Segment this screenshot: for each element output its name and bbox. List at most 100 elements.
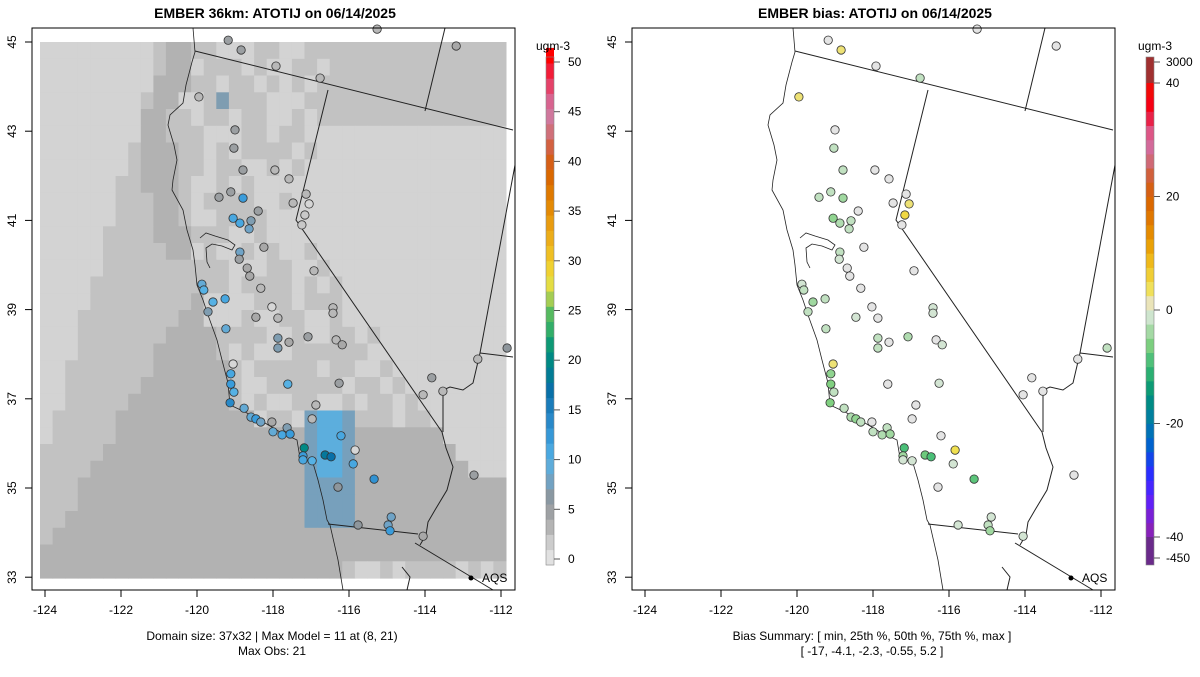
model-grid-cell xyxy=(52,159,66,177)
model-grid-cell xyxy=(153,360,167,378)
station-marker xyxy=(273,343,283,353)
model-grid-cell xyxy=(140,259,154,278)
model-grid-cell xyxy=(329,92,343,110)
x-tick-label: -122 xyxy=(109,603,133,617)
station-marker xyxy=(309,266,319,276)
model-grid-cell xyxy=(342,259,356,278)
model-grid-cell xyxy=(443,527,457,546)
model-grid-cell xyxy=(317,360,331,378)
colorbar-block xyxy=(1146,267,1154,282)
boundary-colorado xyxy=(419,431,454,546)
station-marker xyxy=(326,452,336,462)
model-grid-cell xyxy=(191,226,205,244)
model-grid-cell xyxy=(165,427,179,445)
model-grid-cell xyxy=(77,360,91,378)
model-grid-cell xyxy=(468,176,482,194)
model-grid-cell xyxy=(405,276,419,294)
model-grid-cell xyxy=(279,159,293,177)
model-grid-cell xyxy=(480,527,494,546)
model-grid-cell xyxy=(178,427,192,445)
model-grid-cell xyxy=(266,276,280,294)
model-grid-cell xyxy=(329,75,343,93)
model-grid-cell xyxy=(354,460,368,479)
model-grid-cell xyxy=(493,109,507,127)
station-marker xyxy=(307,456,317,466)
model-grid-cell xyxy=(392,92,406,110)
model-grid-cell xyxy=(291,326,305,345)
model-grid-cell xyxy=(354,276,368,294)
model-grid-cell xyxy=(128,527,142,546)
model-grid-cell xyxy=(52,276,66,294)
model-grid-cell xyxy=(279,460,293,479)
model-grid-cell xyxy=(153,259,167,278)
model-grid-cell xyxy=(77,460,91,479)
model-grid-cell xyxy=(468,444,482,462)
model-grid-cell xyxy=(40,460,54,479)
model-grid-cell xyxy=(279,544,293,562)
station-marker xyxy=(259,242,269,252)
map-boundaries xyxy=(167,27,516,591)
model-grid-cell xyxy=(367,410,381,428)
colorbar-block xyxy=(546,473,554,490)
model-grid-cell xyxy=(216,393,230,412)
model-grid-cell xyxy=(165,360,179,378)
model-grid-cell xyxy=(354,343,368,361)
colorbar-block xyxy=(546,63,554,79)
model-grid-cell xyxy=(165,494,179,512)
model-grid-cell xyxy=(455,410,469,428)
model-grid-cell xyxy=(140,109,154,127)
model-grid-cell xyxy=(128,58,142,77)
bias-station-marker xyxy=(901,189,911,199)
model-grid-cell xyxy=(52,561,66,579)
model-grid-cell xyxy=(405,109,419,127)
station-marker xyxy=(350,445,360,455)
model-grid-cell xyxy=(228,92,242,110)
model-grid-cell xyxy=(279,58,293,77)
model-grid-cell xyxy=(65,226,79,244)
colorbar-block xyxy=(546,458,554,475)
model-grid-cell xyxy=(254,343,268,361)
model-grid-cell xyxy=(367,42,381,60)
model-grid-cell xyxy=(480,109,494,127)
model-grid-cell xyxy=(405,360,419,378)
model-grid-cell xyxy=(417,276,431,294)
x-tick-label: -120 xyxy=(785,603,809,617)
colorbar-block xyxy=(546,306,554,322)
model-grid-cell xyxy=(65,142,79,160)
model-grid-cell xyxy=(493,142,507,160)
model-grid-cell xyxy=(430,243,444,261)
model-grid-cell xyxy=(430,444,444,462)
model-grid-cell xyxy=(228,226,242,244)
model-grid-cell xyxy=(228,477,242,495)
model-grid-cell xyxy=(115,293,129,311)
model-grid-cell xyxy=(455,494,469,512)
model-grid-cell xyxy=(405,192,419,211)
model-grid-cell xyxy=(392,259,406,278)
model-grid-cell xyxy=(493,159,507,177)
axes: -124 -122 -120 -118 -116 -114 -112 33 35 37 39 41 43… xyxy=(5,35,513,617)
model-grid-cell xyxy=(380,377,394,395)
model-grid-cell xyxy=(455,477,469,495)
station-marker xyxy=(229,143,239,153)
model-grid-cell xyxy=(165,460,179,479)
model-grid-cell xyxy=(52,326,66,345)
model-grid-cell xyxy=(77,109,91,127)
station-marker xyxy=(270,165,280,175)
model-grid-cell xyxy=(241,243,255,261)
model-grid-cell xyxy=(493,477,507,495)
model-grid-cell xyxy=(430,142,444,160)
x-tick-label: -114 xyxy=(1013,603,1036,617)
model-grid-cell xyxy=(115,243,129,261)
model-grid-cell xyxy=(165,75,179,93)
model-grid-cell xyxy=(417,410,431,428)
boundary-nv-az xyxy=(442,352,481,432)
model-grid-cell xyxy=(191,393,205,412)
colorbar-block xyxy=(546,321,554,338)
model-grid-cell xyxy=(480,142,494,160)
model-grid-cell xyxy=(178,544,192,562)
model-grid-cell xyxy=(405,527,419,546)
model-grid-cell xyxy=(65,276,79,294)
model-grid-cell xyxy=(128,326,142,345)
model-grid-cell xyxy=(291,42,305,60)
model-grid-cell xyxy=(191,192,205,211)
